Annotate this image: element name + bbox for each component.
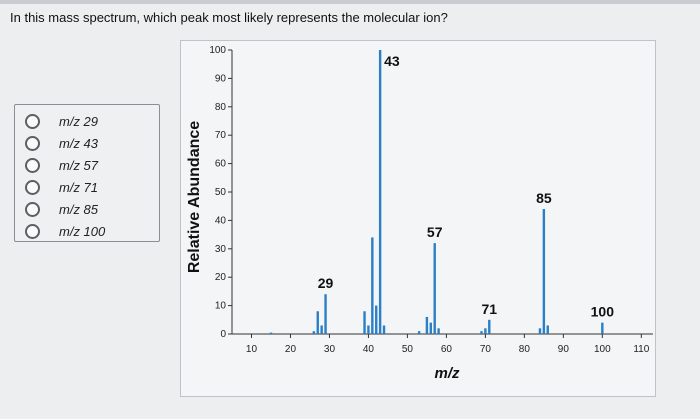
- spectrum-peak-43: [378, 50, 382, 334]
- radio-button-icon[interactable]: [25, 179, 40, 195]
- x-tick-label: 60: [441, 344, 453, 355]
- spectrum-peak-55: [425, 316, 429, 334]
- spectrum-peak-26: [312, 331, 316, 334]
- spectrum-peak-53: [417, 331, 421, 334]
- option-m-z-57[interactable]: m/z 57: [15, 155, 159, 175]
- radio-button-icon[interactable]: [25, 223, 40, 239]
- radio-button-icon[interactable]: [25, 157, 40, 173]
- question-text: In this mass spectrum, which peak most l…: [10, 10, 448, 25]
- radio-button-icon[interactable]: [25, 135, 40, 151]
- y-tick-label: 40: [215, 215, 227, 226]
- option-label: m/z 100: [59, 223, 106, 239]
- x-axis-label: m/z: [434, 365, 460, 382]
- spectrum-peak-29: [324, 294, 327, 334]
- option-label: m/z 29: [59, 113, 99, 129]
- y-tick-label: 50: [215, 187, 227, 198]
- chart-bars: [269, 50, 604, 334]
- spectrum-peak-39: [363, 311, 366, 334]
- option-label: m/z 57: [59, 157, 99, 173]
- spectrum-peak-40: [367, 325, 370, 334]
- x-tick-label: 110: [633, 344, 649, 355]
- x-tick-label: 50: [402, 344, 414, 355]
- spectrum-peak-27: [316, 311, 319, 334]
- x-tick-label: 100: [594, 344, 611, 355]
- peak-label-43: 43: [384, 53, 400, 69]
- spectrum-peak-100: [601, 322, 604, 334]
- spectrum-peak-84: [538, 328, 542, 334]
- option-m-z-71[interactable]: m/z 71: [15, 177, 159, 197]
- spectrum-peak-41: [371, 237, 374, 334]
- spectrum-peak-71: [488, 319, 491, 334]
- peak-labels: 29 43 57 71 85 100: [318, 53, 614, 320]
- radio-button-icon[interactable]: [25, 113, 40, 129]
- x-tick-label: 40: [363, 344, 375, 355]
- x-tick-label: 70: [480, 344, 492, 355]
- y-tick-label: 60: [215, 159, 227, 170]
- y-tick-label: 0: [220, 329, 226, 340]
- y-tick-label: 90: [215, 73, 227, 84]
- y-axis-label: Relative Abundance: [186, 121, 203, 273]
- option-label: m/z 71: [59, 179, 99, 195]
- peak-label-71: 71: [481, 301, 497, 317]
- peak-label-85: 85: [536, 190, 552, 206]
- spectrum-peak-58: [437, 328, 440, 334]
- option-label: m/z 43: [59, 135, 99, 151]
- mass-spectrum-panel: [180, 40, 656, 397]
- spectrum-peak-86: [546, 325, 549, 334]
- chart-axes: 0 10 20 30 40 50 60 70 80 90 100 10 20 30 40 50 60 70 80 90…: [209, 45, 653, 355]
- spectrum-peak-57: [433, 243, 436, 334]
- y-tick-label: 100: [209, 45, 226, 56]
- x-tick-label: 90: [558, 344, 570, 355]
- spectrum-peak-85: [542, 209, 546, 334]
- y-tick-label: 10: [215, 301, 227, 312]
- spectrum-peak-56: [429, 322, 433, 334]
- x-tick-label: 30: [324, 344, 336, 355]
- spectrum-peak-28: [320, 325, 323, 334]
- spectrum-peak-15: [269, 332, 273, 334]
- spectrum-peak-42: [375, 305, 378, 334]
- top-strip: [0, 0, 700, 4]
- y-tick-label: 20: [215, 272, 227, 283]
- y-tick-label: 30: [215, 244, 227, 255]
- peak-label-57: 57: [427, 224, 443, 240]
- spectrum-peak-70: [484, 328, 487, 334]
- option-m-z-43[interactable]: m/z 43: [15, 133, 159, 153]
- spectrum-peak-69: [480, 331, 483, 334]
- option-m-z-85[interactable]: m/z 85: [15, 199, 159, 219]
- option-m-z-100[interactable]: m/z 100: [15, 221, 159, 241]
- y-tick-label: 70: [215, 130, 227, 141]
- option-label: m/z 85: [59, 201, 99, 217]
- x-tick-label: 20: [285, 344, 297, 355]
- radio-button-icon[interactable]: [25, 201, 40, 217]
- x-tick-label: 80: [519, 344, 531, 355]
- peak-label-100: 100: [591, 304, 615, 320]
- answer-options: m/z 29 m/z 43 m/z 57 m/z 71 m/z 85 m/z 1…: [14, 104, 160, 242]
- y-tick-label: 80: [215, 102, 227, 113]
- peak-label-29: 29: [318, 275, 334, 291]
- option-m-z-29[interactable]: m/z 29: [15, 111, 159, 131]
- spectrum-peak-44: [382, 325, 386, 334]
- x-tick-label: 10: [246, 344, 258, 355]
